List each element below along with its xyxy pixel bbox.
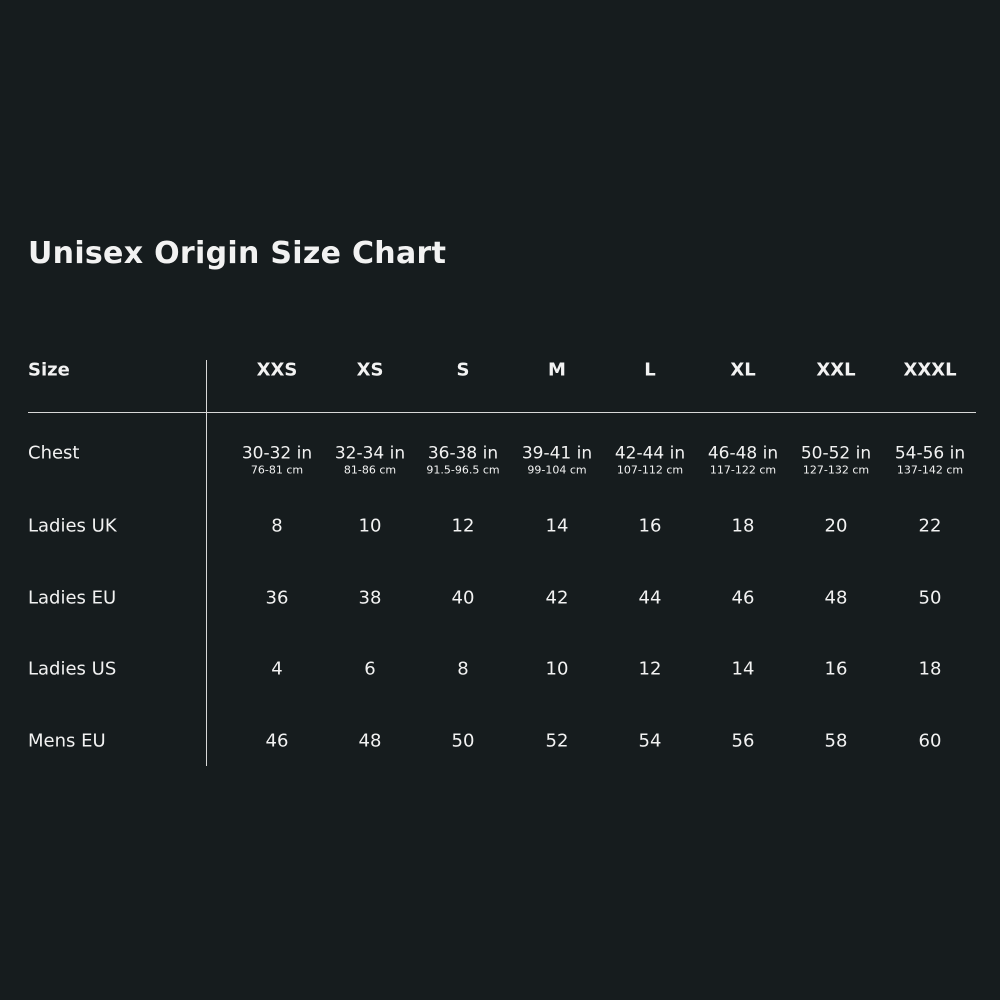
size-header: S <box>456 359 470 381</box>
chest-inches: 42-44 in <box>614 443 686 464</box>
chest-inches: 32-34 in <box>334 443 406 464</box>
size-value: 14 <box>545 515 569 537</box>
size-header: XXL <box>816 359 856 381</box>
row-label: Ladies UK <box>28 515 117 537</box>
chest-inches: 46-48 in <box>707 443 779 464</box>
chest-cell: 36-38 in 91.5-96.5 cm <box>417 444 509 477</box>
size-value: 60 <box>918 730 942 752</box>
chest-inches: 39-41 in <box>521 443 593 464</box>
size-header: XXS <box>256 359 298 381</box>
size-value: 38 <box>358 587 382 609</box>
size-value: 50 <box>918 587 942 609</box>
chest-cm: 137-142 cm <box>896 463 964 477</box>
chest-inches: 54-56 in <box>894 443 966 464</box>
chest-inches: 36-38 in <box>427 443 499 464</box>
size-value: 8 <box>457 658 469 680</box>
chest-cell: 32-34 in 81-86 cm <box>324 444 416 477</box>
size-value: 36 <box>265 587 289 609</box>
size-value: 16 <box>824 658 848 680</box>
header-divider <box>28 412 976 413</box>
size-value: 54 <box>638 730 662 752</box>
size-value: 20 <box>824 515 848 537</box>
chest-cell: 30-32 in 76-81 cm <box>231 444 323 477</box>
size-header: XL <box>730 359 756 381</box>
chest-cm: 91.5-96.5 cm <box>426 463 500 477</box>
size-value: 22 <box>918 515 942 537</box>
row-label: Ladies EU <box>28 587 117 609</box>
size-value: 18 <box>918 658 942 680</box>
size-header: XS <box>356 359 384 381</box>
size-value: 6 <box>364 658 376 680</box>
size-value: 8 <box>271 515 283 537</box>
chest-cell: 46-48 in 117-122 cm <box>697 444 789 477</box>
chest-cm: 117-122 cm <box>709 463 777 477</box>
size-value: 42 <box>545 587 569 609</box>
size-value: 58 <box>824 730 848 752</box>
chest-cell: 42-44 in 107-112 cm <box>604 444 696 477</box>
size-value: 50 <box>451 730 475 752</box>
row-label: Size <box>28 359 70 381</box>
size-value: 40 <box>451 587 475 609</box>
row-label: Ladies US <box>28 658 117 680</box>
row-label: Chest <box>28 442 80 464</box>
column-divider <box>206 360 207 766</box>
chest-cm: 107-112 cm <box>616 463 684 477</box>
size-value: 56 <box>731 730 755 752</box>
chest-cm: 99-104 cm <box>527 463 587 477</box>
size-value: 52 <box>545 730 569 752</box>
page-title: Unisex Origin Size Chart <box>28 236 447 271</box>
size-value: 48 <box>824 587 848 609</box>
size-value: 18 <box>731 515 755 537</box>
size-value: 12 <box>451 515 475 537</box>
chest-inches: 30-32 in <box>241 443 313 464</box>
size-value: 16 <box>638 515 662 537</box>
size-value: 10 <box>545 658 569 680</box>
chest-inches: 50-52 in <box>800 443 872 464</box>
size-value: 46 <box>731 587 755 609</box>
chest-cm: 81-86 cm <box>343 463 397 477</box>
chest-cell: 50-52 in 127-132 cm <box>790 444 882 477</box>
chest-cm: 76-81 cm <box>250 463 304 477</box>
size-value: 4 <box>271 658 283 680</box>
size-value: 12 <box>638 658 662 680</box>
size-value: 10 <box>358 515 382 537</box>
chest-cell: 54-56 in 137-142 cm <box>884 444 976 477</box>
size-value: 44 <box>638 587 662 609</box>
chest-cm: 127-132 cm <box>802 463 870 477</box>
size-header: XXXL <box>903 359 957 381</box>
size-header: L <box>644 359 656 381</box>
size-header: M <box>548 359 566 381</box>
size-value: 14 <box>731 658 755 680</box>
size-value: 46 <box>265 730 289 752</box>
chest-cell: 39-41 in 99-104 cm <box>511 444 603 477</box>
row-label: Mens EU <box>28 730 106 752</box>
size-value: 48 <box>358 730 382 752</box>
